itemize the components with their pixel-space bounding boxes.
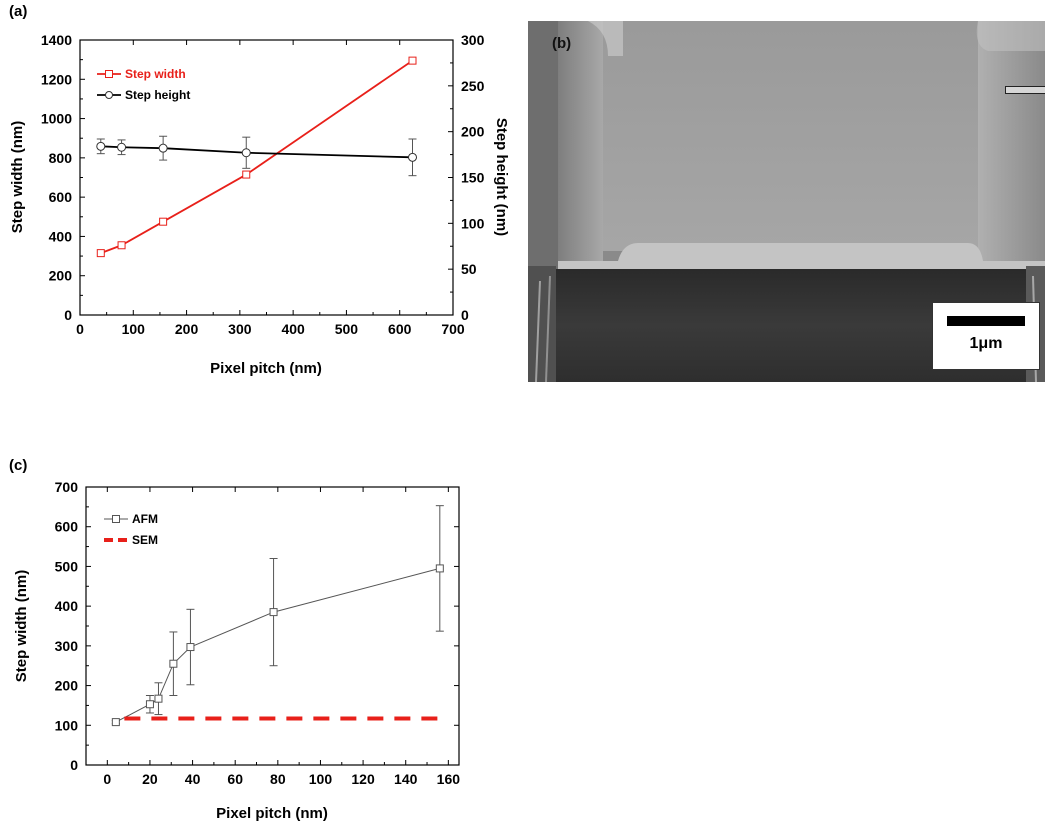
series-group-c: [111, 505, 444, 727]
x-tick-label: 140: [394, 771, 418, 787]
legend-step-width-marker: [105, 70, 113, 78]
marker-rectangle: [1005, 86, 1045, 94]
y2-tick-label: 150: [461, 170, 485, 186]
y-tick-label: 300: [55, 638, 79, 654]
panel-a-label: (a): [9, 3, 27, 20]
y-axis-title-a: Step width (nm): [9, 121, 26, 234]
y-tick-label: 1200: [41, 71, 72, 87]
x-tick-label: 20: [142, 771, 158, 787]
x-tick-label: 0: [103, 771, 111, 787]
x-axis-title-a: Pixel pitch (nm): [210, 360, 322, 377]
scale-bar-line: [947, 316, 1025, 326]
x-axis-c: 0 20 40 60 80 100 120 140 160: [103, 487, 460, 787]
x-tick-label: 500: [335, 321, 359, 337]
y-tick-label: 700: [55, 479, 79, 495]
plot-frame-a: [79, 39, 454, 316]
afm-line: [115, 567, 440, 723]
legend-afm-label: AFM: [132, 512, 158, 526]
y2-axis-title-a: Step height (nm): [493, 118, 510, 236]
y-tick-label: 200: [55, 678, 79, 694]
afm-point: [111, 718, 120, 727]
x-tick-label: 40: [185, 771, 201, 787]
legend-step-width-label: Step width: [125, 67, 186, 81]
step-width-point: [242, 170, 251, 179]
y2-tick-label: 0: [461, 307, 469, 323]
step-height-line: [100, 145, 413, 159]
step-width-point: [159, 217, 168, 226]
y2-tick-label: 200: [461, 124, 485, 140]
legend-step-height-label: Step height: [125, 88, 190, 102]
y-tick-label: 400: [55, 598, 79, 614]
x-tick-label: 60: [227, 771, 243, 787]
series-group-a: [96, 56, 418, 258]
y2-tick-label: 50: [461, 261, 477, 277]
legend-step-height-marker: [105, 91, 113, 99]
step-height-point: [158, 143, 168, 153]
y-axis-c: 0 100 200 300 400 500 600 700: [55, 479, 459, 773]
panel-b-label: (b): [552, 35, 572, 52]
legend-a: Step width Step height: [97, 67, 190, 102]
step-width-point: [117, 241, 126, 250]
panel-c-label: (c): [9, 457, 27, 474]
step-height-point: [408, 152, 418, 162]
y2-axis-a: 0 50 100 150 200 250 300: [448, 32, 485, 323]
step-width-point: [408, 56, 417, 65]
x-tick-label: 0: [76, 321, 84, 337]
y-tick-label: 500: [55, 558, 79, 574]
x-tick-label: 700: [441, 321, 465, 337]
y-tick-label: 0: [70, 757, 78, 773]
afm-point: [169, 659, 178, 668]
chart-a: (a) 0 100 200 300 400 500 600 700 0200400600800…: [9, 3, 510, 377]
step-height-point: [241, 148, 251, 158]
legend-sem-label: SEM: [132, 533, 158, 547]
step-height-point: [117, 142, 127, 152]
sem-micrograph: [528, 21, 1045, 382]
y-tick-label: 600: [49, 189, 73, 205]
y-tick-label: 0: [64, 307, 72, 323]
y2-tick-label: 300: [461, 32, 485, 48]
y-tick-label: 200: [49, 268, 73, 284]
scale-bar: 1μm: [932, 302, 1040, 370]
legend-c: AFM SEM: [104, 512, 158, 547]
x-tick-label: 120: [351, 771, 375, 787]
chart-c: (c) 0 20 40 60 80 100 120 140 160 0 100 200 300 400 5…: [9, 457, 460, 822]
y-axis-title-c: Step width (nm): [13, 570, 30, 683]
y2-tick-label: 250: [461, 78, 485, 94]
x-axis-a: 0 100 200 300 400 500 600 700: [76, 40, 465, 337]
y2-tick-label: 100: [461, 215, 485, 231]
scale-bar-label: 1μm: [969, 335, 1003, 352]
sem-image-panel: (b) 1μm: [528, 21, 1045, 382]
afm-point: [269, 608, 278, 617]
y-tick-label: 800: [49, 150, 73, 166]
step-width-point: [96, 249, 105, 258]
y-axis-a: 0 200 400 600 800 1000 1200 1400: [41, 32, 85, 323]
y-tick-label: 600: [55, 519, 79, 535]
afm-point: [145, 700, 154, 709]
y-tick-label: 1400: [41, 32, 72, 48]
step-height-point: [96, 141, 106, 151]
x-tick-label: 200: [175, 321, 199, 337]
y-tick-label: 100: [55, 717, 79, 733]
y-tick-label: 1000: [41, 111, 72, 127]
y-tick-label: 400: [49, 228, 73, 244]
plot-frame-c: [85, 486, 460, 766]
afm-point: [154, 694, 163, 703]
x-tick-label: 300: [228, 321, 252, 337]
x-tick-label: 100: [122, 321, 146, 337]
x-tick-label: 100: [309, 771, 333, 787]
legend-afm-marker: [112, 515, 120, 523]
x-tick-label: 80: [270, 771, 286, 787]
afm-point: [435, 564, 444, 573]
x-tick-label: 160: [437, 771, 461, 787]
x-axis-title-c: Pixel pitch (nm): [216, 805, 328, 822]
afm-point: [186, 643, 195, 652]
x-tick-label: 400: [281, 321, 305, 337]
x-tick-label: 600: [388, 321, 412, 337]
